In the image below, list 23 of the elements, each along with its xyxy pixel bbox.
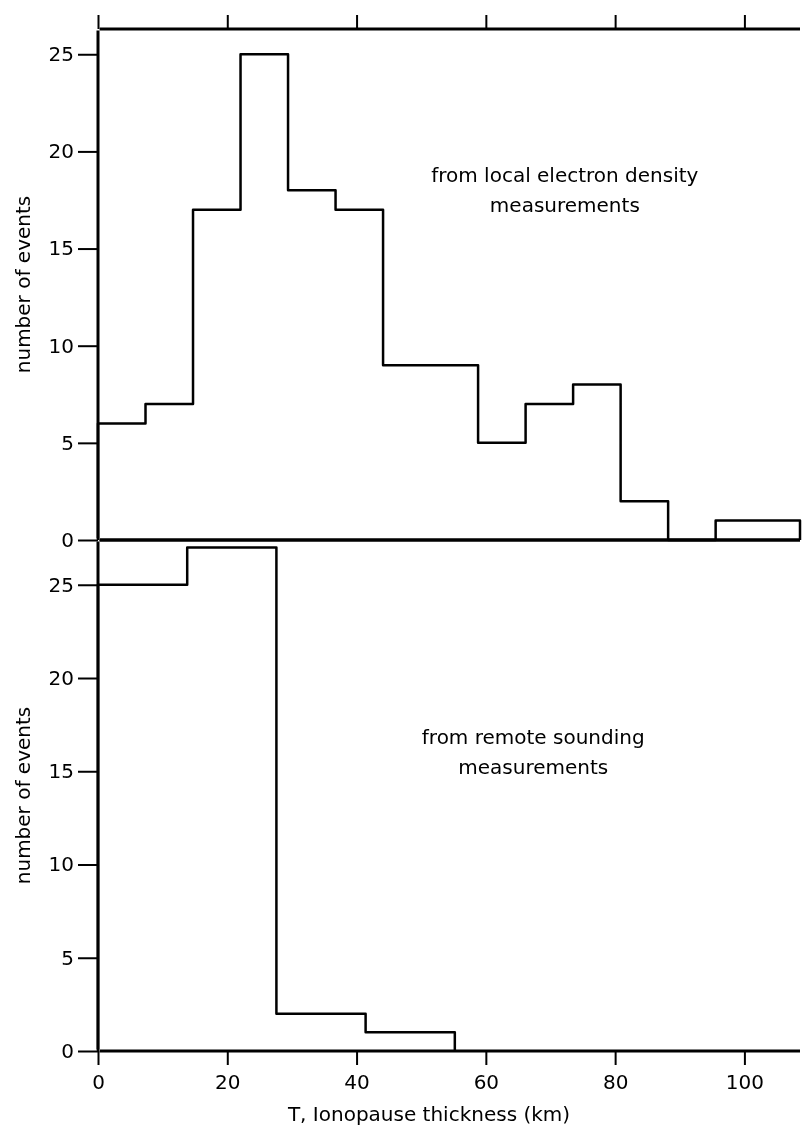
y-axis-title: number of events: [11, 706, 35, 885]
x-tick-label: 100: [725, 1070, 764, 1095]
annotation: from local electron density measurements: [431, 163, 699, 218]
y-tick-label: 20: [48, 139, 74, 164]
y-tick-label: 25: [48, 42, 74, 67]
x-tick-label: 0: [92, 1070, 105, 1095]
y-tick-label: 0: [61, 527, 74, 552]
x-tick-label: 60: [473, 1070, 500, 1095]
y-tick-label: 0: [61, 1038, 74, 1063]
y-tick-label: 15: [48, 236, 74, 261]
x-tick-label: 20: [215, 1070, 241, 1095]
y-tick-label: 10: [48, 852, 74, 877]
y-tick-label: 5: [61, 430, 74, 455]
y-tick-label: 10: [48, 333, 74, 358]
x-axis-title: T, Ionopause thickness (km): [286, 1102, 571, 1126]
y-tick-label: 15: [48, 759, 74, 784]
y-axis-title: number of events: [11, 195, 35, 374]
y-tick-label: 25: [48, 572, 74, 597]
y-tick-label: 20: [48, 665, 74, 690]
y-tick-label: 5: [61, 945, 74, 970]
x-tick-label: 80: [602, 1070, 629, 1095]
x-tick-label: 40: [344, 1070, 370, 1095]
annotation: from remote sounding measurements: [421, 725, 645, 780]
